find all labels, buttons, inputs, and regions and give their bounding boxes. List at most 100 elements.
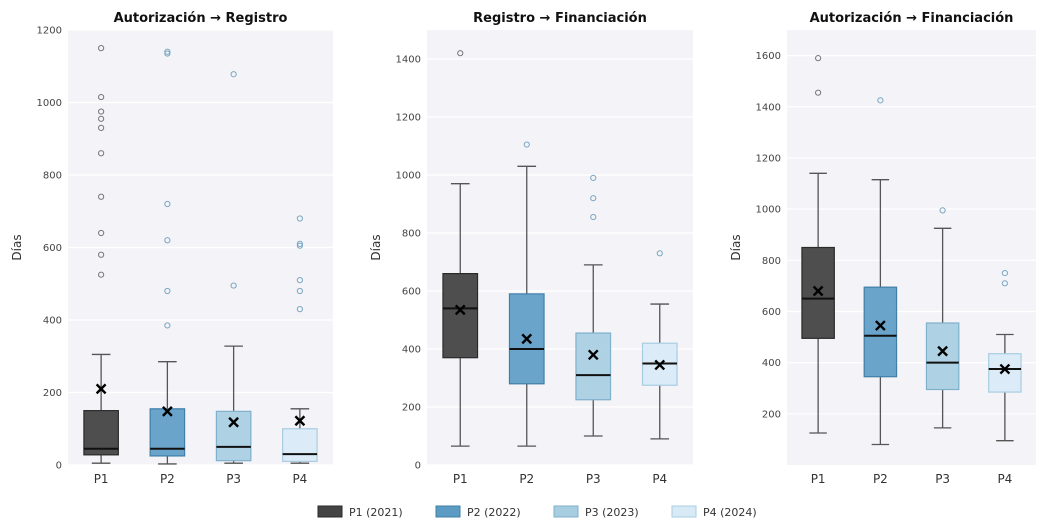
box-iqr — [215, 410, 252, 462]
outlier-point — [98, 45, 105, 52]
mean-marker — [454, 304, 466, 316]
outlier-point — [590, 195, 597, 202]
y-tick-label: 800 — [762, 256, 781, 267]
y-tick-label: 600 — [43, 243, 62, 254]
box-iqr — [988, 353, 1022, 393]
outlier-point — [815, 55, 822, 62]
mean-marker — [999, 363, 1011, 375]
y-tick-label: 1000 — [37, 98, 62, 109]
mean-marker — [294, 415, 306, 427]
outlier-point — [523, 141, 530, 148]
outlier-point — [98, 251, 105, 258]
y-tick-label: 1400 — [756, 102, 781, 113]
x-tick-label: P1 — [811, 472, 826, 486]
mean-marker — [937, 345, 948, 357]
y-tick-label: 1600 — [756, 51, 781, 62]
plot-background — [427, 30, 693, 465]
subplot-3: 200 400 600 800 1000 1200 1400 1600 Autorización… — [729, 11, 1036, 486]
box-P3 — [925, 207, 960, 429]
x-tick-label: P3 — [226, 472, 241, 486]
y-tick-label: 1200 — [756, 153, 781, 164]
outlier-point — [98, 271, 105, 278]
legend-swatch — [671, 505, 697, 518]
y-tick-label: 800 — [43, 171, 62, 182]
box-P2 — [149, 48, 186, 465]
box-iqr — [282, 428, 318, 462]
box-iqr — [575, 332, 612, 401]
box-P3 — [575, 174, 612, 437]
y-tick-label: 400 — [762, 358, 781, 369]
y-tick-label: 200 — [43, 388, 62, 399]
mean-marker — [521, 333, 533, 345]
outlier-point — [164, 50, 171, 57]
y-tick-label: 0 — [415, 461, 421, 472]
x-tick-label: P3 — [935, 472, 950, 486]
box-P3 — [215, 71, 252, 464]
outlier-point — [98, 124, 105, 131]
y-tick-label: 0 — [56, 461, 62, 472]
legend-label: P1 (2021) — [349, 506, 403, 519]
outlier-point — [296, 306, 303, 313]
box-P1 — [442, 50, 479, 447]
box-P1 — [801, 55, 835, 434]
outlier-point — [164, 237, 171, 244]
box-P2 — [508, 141, 545, 447]
y-tick-label: 400 — [43, 316, 62, 327]
outlier-point — [296, 277, 303, 284]
outlier-point — [590, 213, 597, 221]
outlier-point — [98, 93, 105, 101]
box-P4 — [282, 215, 318, 464]
outlier-point — [1001, 269, 1008, 277]
x-tick-label: P4 — [292, 472, 307, 486]
y-axis-label: Días — [729, 234, 743, 260]
outlier-point — [98, 108, 105, 115]
outlier-point — [590, 174, 597, 181]
y-tick-label: 200 — [402, 403, 421, 414]
y-tick-label: 800 — [402, 229, 421, 240]
mean-marker — [162, 406, 173, 417]
legend-label: P3 (2023) — [585, 506, 639, 519]
legend-label: P2 (2022) — [467, 506, 521, 519]
subplot-1: 0 200 400 600 800 1000 1200 Autorización → Regi… — [10, 11, 333, 486]
y-tick-label: 1000 — [756, 205, 781, 216]
subplot-title: Autorización → Registro — [114, 11, 288, 26]
mean-marker — [95, 383, 107, 395]
outlier-point — [98, 229, 105, 237]
box-P1 — [83, 45, 119, 464]
y-tick-label: 600 — [402, 287, 421, 298]
outlier-point — [296, 215, 303, 222]
outlier-point — [98, 150, 105, 157]
x-tick-label: P1 — [453, 472, 468, 486]
legend-swatch — [317, 505, 343, 518]
box-iqr — [863, 286, 898, 378]
mean-marker — [812, 285, 824, 297]
outlier-point — [296, 240, 303, 247]
outlier-point — [296, 287, 303, 295]
mean-marker — [228, 416, 239, 428]
box-iqr — [442, 273, 479, 359]
y-tick-label: 1000 — [396, 171, 421, 182]
outlier-point — [877, 97, 884, 104]
box-P2 — [863, 97, 898, 446]
legend-label: P4 (2024) — [703, 506, 757, 519]
mean-marker — [587, 349, 599, 361]
x-tick-label: P1 — [94, 472, 109, 486]
y-axis-label: Días — [369, 234, 383, 260]
x-tick-label: P2 — [519, 472, 534, 486]
mean-marker — [654, 359, 666, 371]
outlier-point — [164, 200, 171, 208]
x-tick-label: P4 — [652, 472, 667, 486]
x-tick-label: P3 — [586, 472, 601, 486]
outlier-point — [98, 193, 105, 200]
outlier-point — [656, 250, 663, 257]
outlier-point — [939, 207, 946, 214]
box-P4 — [988, 269, 1022, 442]
subplot-title: Registro → Financiación — [473, 11, 647, 26]
y-tick-label: 600 — [762, 307, 781, 318]
outlier-point — [296, 242, 303, 249]
outlier-point — [230, 282, 237, 289]
y-tick-label: 1400 — [396, 55, 421, 66]
outlier-point — [1001, 280, 1008, 287]
y-tick-label: 400 — [402, 345, 421, 356]
